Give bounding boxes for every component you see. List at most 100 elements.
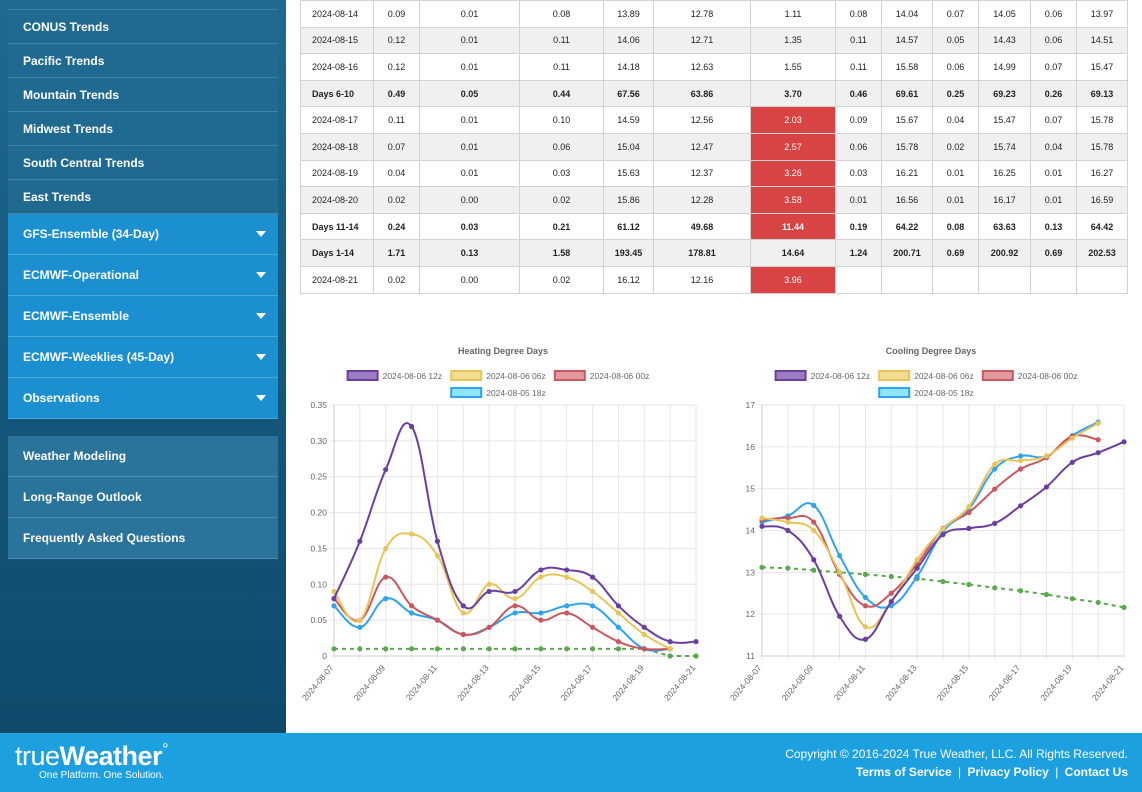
menu-label: ECMWF-Ensemble (23, 309, 130, 323)
table-cell: 0.09 (835, 106, 882, 134)
data-point (564, 646, 570, 652)
data-point (434, 553, 441, 559)
table-cell: 1.11 (750, 0, 836, 28)
row-label-cell: Days 11-14 (300, 212, 374, 241)
table-cell: 0.69 (1030, 239, 1077, 267)
table-cell: 0.02 (373, 186, 420, 214)
data-point (641, 624, 647, 630)
table-cell: 14.64 (750, 239, 836, 267)
chevron-down-icon[interactable] (256, 231, 266, 237)
legend-label: 2024-08-06 06z (486, 371, 546, 381)
row-label-cell: 2024-08-18 (300, 132, 374, 161)
x-tick-label: 2024-08-13 (455, 663, 491, 703)
data-point (940, 526, 946, 532)
x-tick-label: 2024-08-15 (935, 663, 971, 703)
x-tick-label: 2024-08-17 (558, 663, 594, 703)
table-cell: 0.11 (519, 53, 604, 81)
logo-tagline: One Platform. One Solution. (39, 770, 165, 781)
data-point (357, 617, 363, 623)
data-point (486, 588, 492, 595)
menu-south-central-trends[interactable]: South Central Trends (8, 146, 278, 180)
data-point (383, 466, 389, 473)
table-cell: 15.78 (1076, 132, 1128, 161)
data-point (615, 639, 622, 645)
data-point (940, 578, 946, 585)
y-tick-label: 0.20 (310, 508, 327, 518)
menu-ecmwf-weeklies[interactable]: ECMWF-Weeklies (45-Day) (8, 337, 278, 378)
chevron-down-icon[interactable] (256, 272, 266, 278)
data-point (434, 538, 441, 544)
data-point (331, 646, 337, 652)
data-point (564, 610, 570, 616)
data-point (667, 639, 673, 645)
table-cell: 15.63 (603, 159, 654, 188)
series-line (761, 434, 1099, 608)
menu-faq[interactable]: Frequently Asked Questions (8, 518, 278, 559)
menu-conus-trends[interactable]: CONUS Trends (8, 10, 278, 44)
menu-ecmwf-operational[interactable]: ECMWF-Operational (8, 255, 278, 296)
y-tick-label: 14 (746, 526, 756, 536)
privacy-link[interactable]: Privacy Policy (967, 765, 1049, 779)
menu-weather-modeling[interactable]: Weather Modeling (8, 436, 278, 477)
menu-long-range-outlook[interactable]: Long-Range Outlook (8, 477, 278, 518)
x-tick-label: 2024-08-13 (883, 663, 919, 703)
trueweather-logo[interactable]: trueWeather° One Platform. One Solution. (15, 741, 168, 781)
contact-link[interactable]: Contact Us (1064, 765, 1128, 779)
table-cell: 0.12 (373, 53, 420, 81)
menu-east-trends[interactable]: East Trends (8, 180, 278, 214)
table-cell: 0.08 (932, 212, 979, 241)
data-point (1095, 437, 1101, 443)
table-cell: 0.01 (419, 0, 520, 28)
data-point (486, 581, 492, 587)
chevron-down-icon[interactable] (256, 313, 266, 319)
x-tick-label: 2024-08-19 (610, 663, 646, 703)
data-point (992, 520, 998, 526)
data-point (966, 581, 972, 588)
menu-gfs-ensemble[interactable]: GFS-Ensemble (34-Day) (8, 214, 278, 255)
table-cell: 0.08 (835, 0, 882, 28)
data-point (408, 646, 415, 652)
legend-swatch (878, 387, 911, 398)
data-point (331, 588, 337, 595)
table-cell: 0.11 (835, 26, 882, 55)
table-cell: 16.25 (978, 159, 1031, 188)
link-separator: | (1055, 765, 1059, 779)
data-point (615, 610, 622, 616)
table-row: 2024-08-21 0.02 0.00 0.02 16.12 12.16 3.96 (300, 265, 1128, 294)
table-cell: 63.63 (978, 212, 1031, 241)
menu-mountain-trends[interactable]: Mountain Trends (8, 78, 278, 112)
y-tick-label: 0.30 (310, 436, 327, 446)
table-cell: 14.06 (603, 26, 654, 55)
data-point (408, 610, 415, 616)
data-point (1095, 420, 1101, 427)
menu-midwest-trends[interactable]: Midwest Trends (8, 112, 278, 146)
chevron-down-icon[interactable] (256, 354, 266, 360)
chevron-down-icon[interactable] (256, 395, 266, 401)
data-point (966, 509, 972, 516)
table-cell: 0.07 (1030, 106, 1077, 134)
terms-link[interactable]: Terms of Service (855, 765, 952, 779)
menu-observations[interactable]: Observations (8, 378, 278, 419)
data-point (408, 531, 415, 537)
table-cell: 0.01 (932, 186, 979, 214)
table-cell: 0.10 (519, 106, 604, 134)
footer-links: Terms of Service | Privacy Policy | Cont… (856, 765, 1128, 779)
table-cell: 0.07 (932, 0, 979, 28)
data-point (1069, 459, 1075, 465)
table-cell: 0.24 (373, 212, 420, 241)
data-point (940, 532, 946, 538)
table-row: 2024-08-16 0.12 0.01 0.11 14.18 12.63 1.55 0.11… (300, 53, 1128, 81)
table-cell: 0.06 (932, 53, 979, 81)
table-cell: 0.06 (519, 132, 604, 161)
menu-ecmwf-ensemble[interactable]: ECMWF-Ensemble (8, 296, 278, 337)
table-cell: 0.01 (835, 186, 882, 214)
menu-pacific-trends[interactable]: Pacific Trends (8, 44, 278, 78)
x-tick-label: 2024-08-15 (507, 663, 543, 703)
data-point (486, 646, 492, 652)
table-cell: 0.01 (419, 132, 520, 161)
table-cell: 0.04 (373, 159, 420, 188)
trends-menu: CONUS Trends Pacific Trends Mountain Tre… (8, 0, 278, 419)
data-point (615, 603, 622, 609)
legend-swatch (774, 370, 807, 381)
data-point (759, 564, 765, 570)
